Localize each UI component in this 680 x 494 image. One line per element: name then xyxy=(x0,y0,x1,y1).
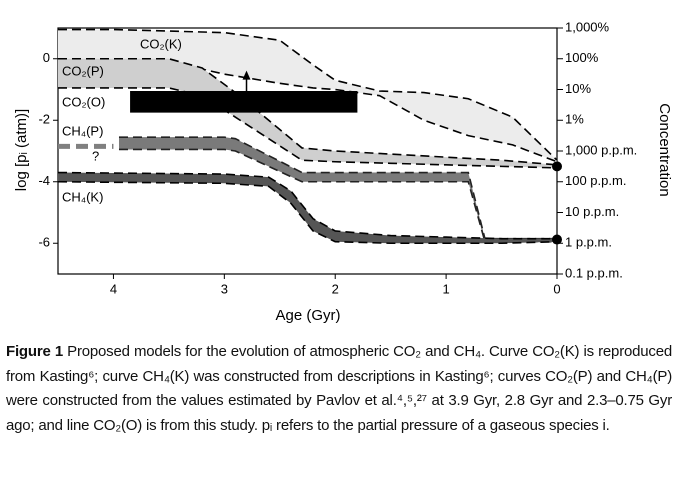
y-tick-label: -6 xyxy=(38,235,50,250)
y-tick-label: 0 xyxy=(43,50,50,65)
series-label: CO₂(O) xyxy=(62,94,105,109)
series-label: ? xyxy=(92,148,99,163)
y2-tick-label: 100 p.p.m. xyxy=(565,173,626,188)
x-tick-label: 4 xyxy=(110,281,117,296)
band-fill xyxy=(130,91,358,113)
y2-tick-label: 100% xyxy=(565,50,599,65)
x-tick-label: 3 xyxy=(221,281,228,296)
series-label: CH₄(P) xyxy=(62,123,103,138)
y2-tick-label: 1 p.p.m. xyxy=(565,235,612,250)
x-tick-label: 2 xyxy=(332,281,339,296)
y-axis-title: log [pᵢ (atm)] xyxy=(13,109,30,191)
x-tick-label: 1 xyxy=(442,281,449,296)
y2-tick-label: 0.1 p.p.m. xyxy=(565,265,623,280)
band-fill xyxy=(118,137,557,242)
y2-tick-label: 1,000 p.p.m. xyxy=(565,142,637,157)
caption: Figure 1 Proposed models for the evoluti… xyxy=(6,340,672,438)
series-label: CO₂(P) xyxy=(62,63,104,78)
band-edge xyxy=(58,57,558,166)
caption-label: Figure 1 xyxy=(6,343,63,360)
series-label: CO₂(K) xyxy=(140,36,182,51)
x-tick-label: 0 xyxy=(553,281,560,296)
y-tick-label: -2 xyxy=(38,112,50,127)
series-label: CH₄(K) xyxy=(62,189,103,204)
y2-tick-label: 1% xyxy=(565,112,584,127)
y2-axis-title: Concentration xyxy=(656,103,673,196)
band-edge xyxy=(58,28,558,161)
arrow-head xyxy=(242,70,251,80)
band-fill xyxy=(58,29,557,162)
caption-text: Proposed models for the evolution of atm… xyxy=(6,343,673,434)
band-fill xyxy=(58,58,557,168)
y-tick-label: -4 xyxy=(38,173,50,188)
point xyxy=(552,234,562,245)
point xyxy=(552,161,562,172)
x-axis-title: Age (Gyr) xyxy=(275,307,340,324)
band-edge xyxy=(118,148,557,243)
band-fill xyxy=(58,172,557,244)
y2-tick-label: 10% xyxy=(565,81,591,96)
band-edge xyxy=(57,180,558,245)
y2-tick-label: 10 p.p.m. xyxy=(565,204,619,219)
chart: log [pᵢ (atm)] Concentration Age (Gyr) C… xyxy=(13,19,673,324)
band-edge xyxy=(118,136,557,240)
band-edge xyxy=(57,171,557,240)
y2-tick-label: 1,000% xyxy=(565,19,610,34)
